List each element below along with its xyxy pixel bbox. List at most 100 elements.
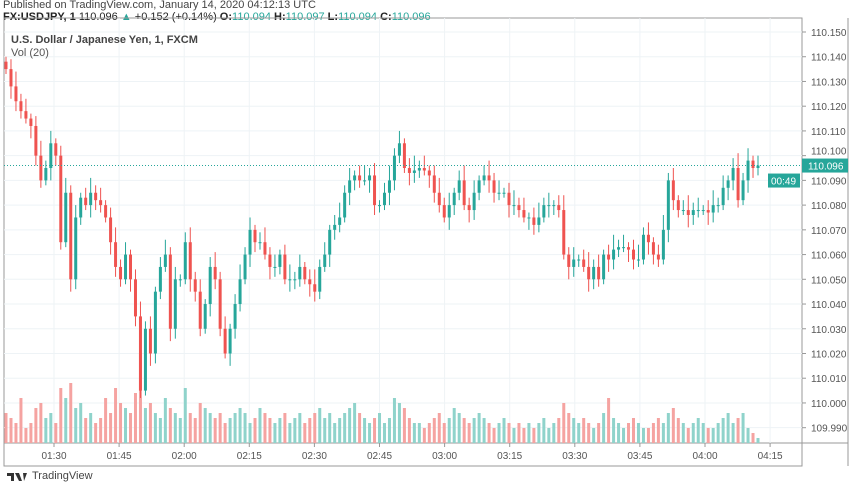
candle-body [338, 217, 342, 225]
candle-body [293, 279, 297, 281]
candle-body [437, 192, 441, 206]
candle-body [69, 192, 73, 280]
volume-bar [522, 428, 526, 443]
volume-bar [651, 423, 655, 443]
volume-bar [696, 418, 700, 443]
volume-bar [631, 418, 635, 443]
candle-body [158, 266, 162, 292]
volume-bar [109, 413, 113, 443]
close-value: 110.096 [391, 11, 431, 23]
volume-bar [746, 428, 750, 443]
chart-frame [3, 17, 803, 467]
volume-bar [14, 423, 18, 443]
volume-bar [94, 423, 98, 443]
candle-body [432, 175, 436, 193]
candle-body [617, 247, 621, 250]
volume-bar [547, 428, 551, 443]
candle-body [661, 229, 665, 260]
candle-body [482, 175, 486, 181]
volume-bar [636, 423, 640, 443]
volume-bar [537, 423, 541, 443]
candle-body [373, 175, 377, 206]
volume-bar [432, 418, 436, 443]
countdown-badge [768, 173, 800, 188]
volume-bar [318, 408, 322, 443]
volume-bar [313, 413, 317, 443]
volume-bar [407, 418, 411, 443]
candle-body [487, 175, 491, 181]
candle-body [622, 247, 626, 249]
candle-body [143, 328, 147, 391]
volume-bar [532, 428, 536, 443]
volume-bar [9, 418, 13, 443]
time-tick-label: 01:30 [41, 451, 66, 462]
time-tick-label: 03:00 [432, 451, 457, 462]
time-tick-label: 03:30 [562, 451, 587, 462]
candle-body [203, 304, 207, 329]
published-note: Published on TradingView.com, January 14… [3, 0, 316, 11]
volume-bar [124, 408, 128, 443]
volume-bar [343, 413, 347, 443]
volume-bar [397, 403, 401, 443]
candle-body [163, 254, 167, 267]
candle-body [746, 160, 750, 181]
candle-body [467, 205, 471, 211]
volume-bar [387, 418, 391, 443]
candle-body [34, 125, 38, 156]
volume-bar [462, 418, 466, 443]
price-tick-label: 110.140 [811, 53, 847, 64]
candle-body [124, 254, 128, 280]
volume-bar [716, 423, 720, 443]
up-arrow-icon: ▲ [120, 11, 132, 23]
volume-bar [288, 423, 292, 443]
candle-body [358, 175, 362, 181]
volume-bar [74, 408, 78, 443]
candle-body [138, 316, 142, 391]
volume-bar [34, 408, 38, 443]
candle-body [552, 205, 556, 207]
volume-bar [353, 403, 357, 443]
volume-bar [382, 423, 386, 443]
candle-body [258, 242, 262, 244]
volume-bar [517, 423, 521, 443]
close-label: C: [380, 11, 392, 23]
volume-bar [323, 418, 327, 443]
candle-body [422, 168, 426, 171]
volume-bar [671, 408, 675, 443]
candle-body [29, 118, 33, 126]
volume-bar [592, 428, 596, 443]
candle-body [382, 192, 386, 206]
candle-body [681, 210, 685, 212]
volume-bar [298, 413, 302, 443]
last-price-badge [802, 158, 848, 173]
candle-body [577, 259, 581, 261]
candle-body [328, 229, 332, 255]
volume-bar [278, 418, 282, 443]
volume-bar [602, 413, 606, 443]
candle-body [183, 242, 187, 280]
volume-bar [84, 418, 88, 443]
price-tick-label: 110.010 [811, 374, 847, 385]
chart-legend-title: U.S. Dollar / Japanese Yen, 1, FXCM [11, 34, 198, 46]
low-value: 110.094 [338, 11, 378, 23]
low-label: L: [327, 11, 339, 23]
volume-bar [358, 413, 362, 443]
price-tick-label: 110.030 [811, 325, 847, 336]
volume-bar [203, 408, 207, 443]
volume-bar [119, 403, 123, 443]
candle-body [198, 291, 202, 329]
volume-bar [756, 438, 760, 443]
volume-bar [44, 418, 48, 443]
candle-body [412, 170, 416, 173]
volume-bar [552, 423, 556, 443]
time-tick-label: 04:00 [692, 451, 717, 462]
candle-body [19, 101, 23, 112]
volume-bar [492, 428, 496, 443]
candle-body [24, 111, 28, 119]
volume-bar [582, 418, 586, 443]
volume-bar [183, 388, 187, 443]
volume-bar [507, 423, 511, 443]
last-price: 110.096 [78, 11, 118, 23]
volume-bar [577, 423, 581, 443]
